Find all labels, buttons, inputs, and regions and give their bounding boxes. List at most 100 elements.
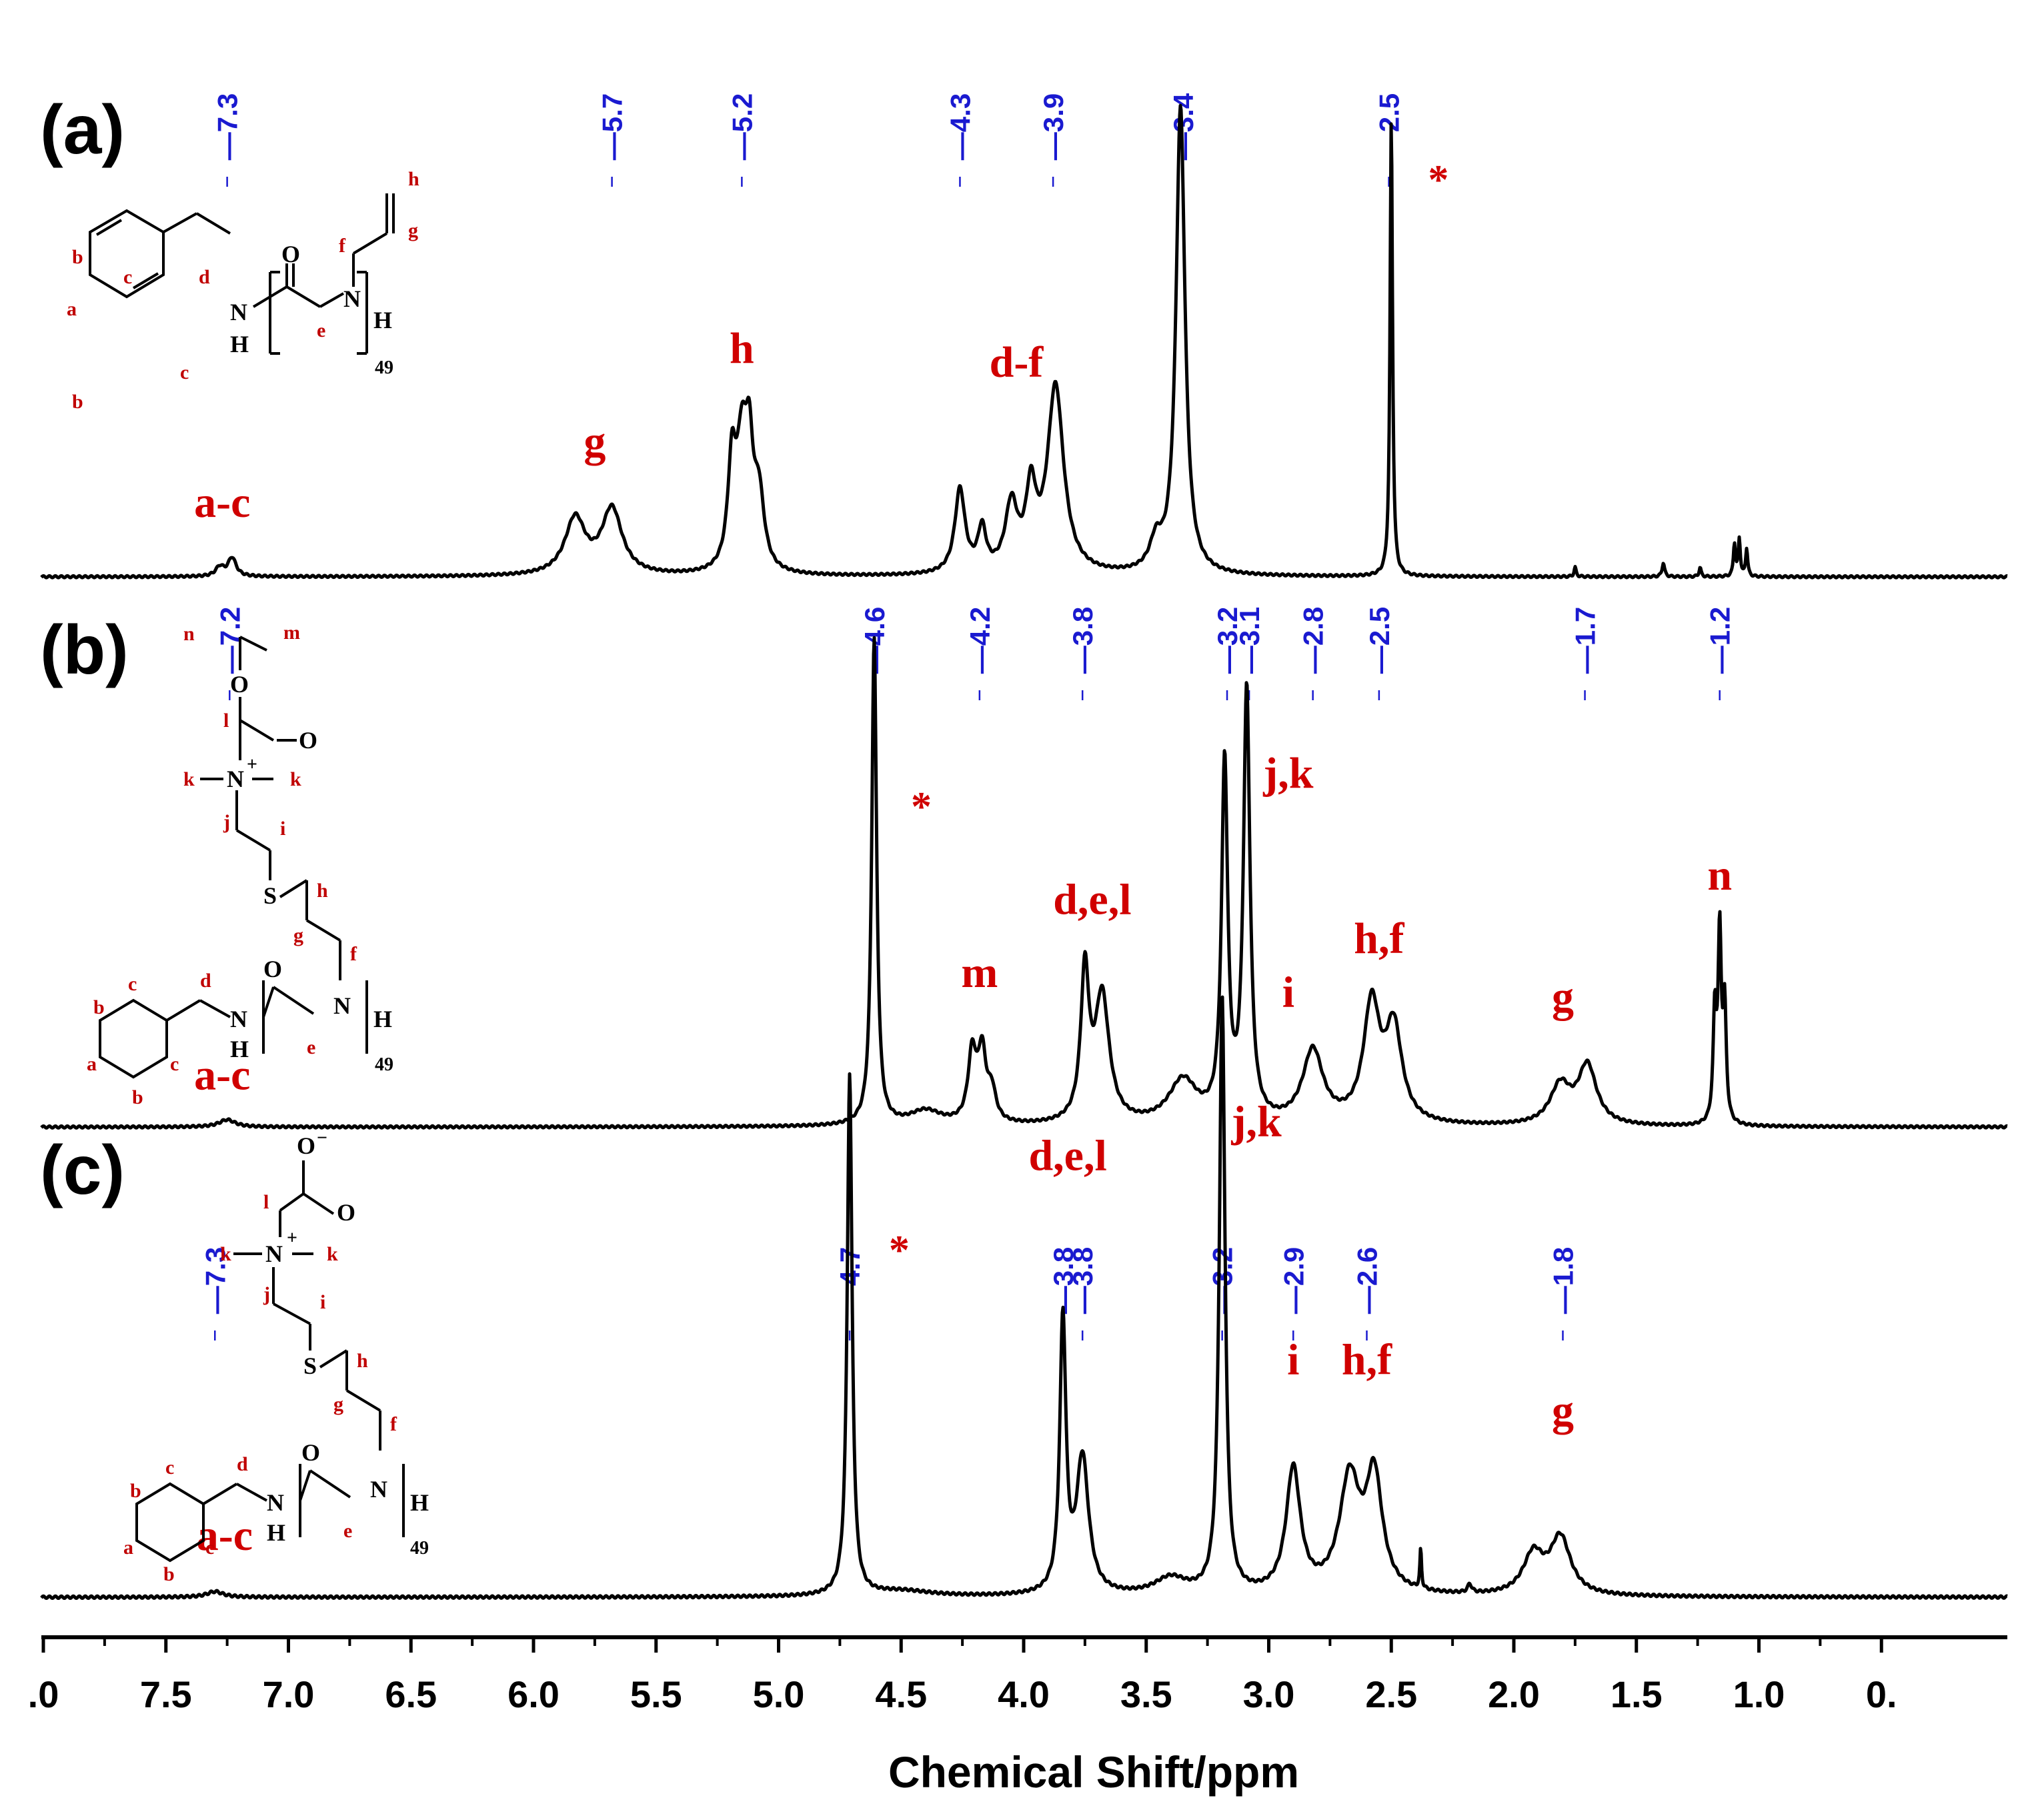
svg-text:O: O <box>281 241 300 267</box>
x-tick-label: 2.0 <box>1488 1673 1540 1715</box>
svg-text:k: k <box>327 1243 338 1265</box>
svg-text:b: b <box>130 1480 141 1502</box>
svg-text:N: N <box>343 285 361 312</box>
panel-label-b: (b) <box>40 612 129 689</box>
solvent-marker-c: * <box>889 1228 910 1273</box>
svg-text:c: c <box>128 973 137 995</box>
shift-labels-c: —7.3 —4.7 —3.8—3.8 —3.2 —2.9 —2.6 —1.8 <box>199 1247 1579 1340</box>
svg-text:N: N <box>267 1489 284 1516</box>
assignments-c: a-c d,e,l j,k i h,f g <box>197 1098 1574 1561</box>
shift-label: —1.8 <box>1548 1247 1579 1314</box>
x-axis: .0 7.5 7.0 6.5 6.0 5.5 5.0 4.5 4.0 3.5 3.0 2.5 2.0 1.… <box>28 1635 2007 1797</box>
solvent-marker-a: * <box>1428 157 1448 203</box>
svg-text:k: k <box>183 768 195 790</box>
shift-label: —4.2 <box>964 607 996 674</box>
svg-text:d: d <box>237 1453 248 1475</box>
x-tick-label: .0 <box>28 1673 59 1715</box>
svg-text:c: c <box>205 1537 214 1559</box>
svg-text:H: H <box>373 307 392 333</box>
shift-label: —2.6 <box>1352 1247 1383 1314</box>
svg-text:b: b <box>163 1563 175 1585</box>
svg-text:−: − <box>317 1128 327 1148</box>
svg-text:k: k <box>220 1243 231 1265</box>
peak-assignment: d,e,l <box>1053 876 1131 924</box>
svg-text:g: g <box>333 1393 343 1415</box>
peak-assignment: g <box>584 417 606 466</box>
svg-text:O: O <box>297 1132 315 1159</box>
x-tick-label: 3.0 <box>1243 1673 1295 1715</box>
peak-assignment: h,f <box>1342 1336 1392 1385</box>
svg-text:j: j <box>223 811 230 833</box>
x-tick-label: 7.5 <box>140 1673 192 1715</box>
x-tick-label: 5.0 <box>753 1673 805 1715</box>
svg-text:c: c <box>170 1053 179 1075</box>
shift-label: —3.8 <box>1067 607 1098 674</box>
shift-label: —5.7 <box>597 93 628 160</box>
structure-b: O O N + S N H O N <box>87 622 393 1108</box>
shift-label: —5.2 <box>726 93 758 160</box>
svg-text:f: f <box>390 1413 397 1435</box>
svg-text:N: N <box>333 992 351 1019</box>
svg-text:h: h <box>357 1350 368 1372</box>
shift-label: —1.7 <box>1570 607 1601 674</box>
structure-c: O − O N + S N H O <box>123 1128 429 1585</box>
shift-label: —2.8 <box>1298 607 1329 674</box>
shift-label: —2.5 <box>1364 607 1395 674</box>
svg-text:d: d <box>199 266 210 288</box>
svg-text:n: n <box>183 623 195 645</box>
structure-a: N H O N H 49 a b b c c d e f g h <box>67 168 419 413</box>
x-axis-ticks: .0 7.5 7.0 6.5 6.0 5.5 5.0 4.5 4.0 3.5 3.0 2.5 2.0 1.… <box>28 1637 1897 1715</box>
shift-label: —4.3 <box>944 93 976 160</box>
svg-text:N: N <box>230 299 247 325</box>
svg-text:i: i <box>280 818 285 840</box>
svg-text:c: c <box>180 361 189 383</box>
shift-label: —3.1 <box>1234 607 1265 674</box>
svg-text:O: O <box>337 1199 355 1226</box>
x-tick-label: 5.5 <box>630 1673 682 1715</box>
svg-text:+: + <box>247 754 257 775</box>
svg-text:N: N <box>227 766 244 792</box>
x-tick-label: 1.0 <box>1733 1673 1785 1715</box>
svg-text:a: a <box>123 1537 133 1559</box>
peak-assignment: a-c <box>197 1511 253 1560</box>
shift-label: —3.2 <box>1212 607 1243 674</box>
svg-text:O: O <box>299 727 317 754</box>
panel-label-a: (a) <box>40 91 125 169</box>
svg-text:O: O <box>301 1439 320 1466</box>
svg-text:49: 49 <box>375 1054 393 1075</box>
peak-assignment: i <box>1282 968 1294 1016</box>
x-tick-label: 6.0 <box>508 1673 560 1715</box>
svg-text:O: O <box>230 671 249 698</box>
svg-text:f: f <box>350 943 357 965</box>
peak-assignment: g <box>1552 973 1574 1022</box>
svg-text:f: f <box>339 235 346 257</box>
svg-text:b: b <box>72 246 83 268</box>
peak-assignment: d,e,l <box>1028 1132 1106 1180</box>
assignments-a: a-c g h d-f <box>194 324 1044 527</box>
shift-label: —2.9 <box>1278 1247 1309 1314</box>
panel-b: (b) —7.2 —4.6 —4.2 —3.8 —3.2—3.1 —2.8 —2.5 —1.7… <box>40 607 2009 1130</box>
svg-text:49: 49 <box>375 357 393 378</box>
shift-label: —3.8 <box>1067 1247 1098 1314</box>
x-axis-label: Chemical Shift/ppm <box>888 1747 1299 1797</box>
svg-text:j: j <box>263 1283 270 1305</box>
svg-text:N: N <box>265 1240 283 1267</box>
svg-text:b: b <box>132 1086 143 1108</box>
peak-assignment: i <box>1287 1336 1299 1385</box>
assignments-b: a-c m d,e,l j,k i h,f g n <box>194 749 1732 1100</box>
svg-text:e: e <box>343 1520 352 1542</box>
svg-text:S: S <box>303 1352 317 1379</box>
peak-assignment: m <box>961 948 998 997</box>
shift-label: —2.5 <box>1374 93 1405 160</box>
panel-label-c: (c) <box>40 1132 125 1209</box>
svg-text:c: c <box>165 1457 174 1479</box>
shift-label: —7.3 <box>212 93 243 160</box>
panel-c: (c) —7.3 —4.7 —3.8—3.8 —3.2 —2.9 —2.6 —1.8 a-c… <box>40 995 2009 1600</box>
panel-a: (a) —7.3 —5.7 —5.2 —4.3 —3.9 —3.4 —2.5 a-cgh d-… <box>40 91 2009 580</box>
solvent-marker-b: * <box>911 784 932 830</box>
svg-text:b: b <box>93 996 105 1018</box>
spectrum-c <box>40 995 2009 1600</box>
svg-text:m: m <box>283 622 300 644</box>
shift-label: —3.2 <box>1207 1247 1238 1314</box>
shift-label: —3.9 <box>1038 93 1069 160</box>
